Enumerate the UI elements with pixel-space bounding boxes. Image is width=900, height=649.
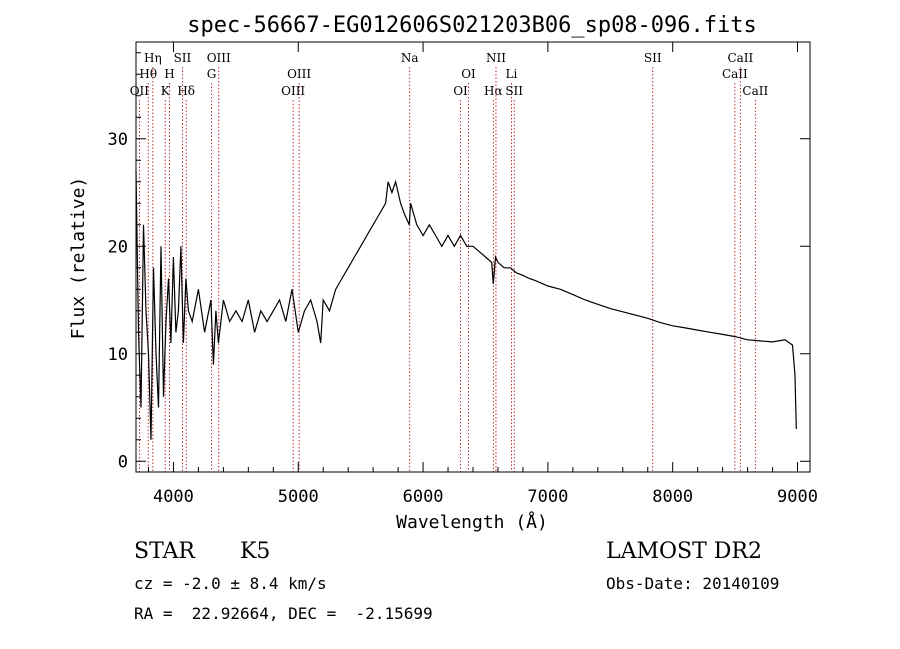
line-label: CaII [742,84,768,98]
spectral-line-markers: OIIHθHηKHSIIHδGOIIIOIIIOIIINaOIOIHαNIILi… [130,51,768,472]
line-label: OIII [287,67,311,81]
x-tick-label: 6000 [403,487,444,507]
line-label: NII [486,51,506,65]
line-label: CaII [722,67,748,81]
redshift-cz: cz = -2.0 ± 8.4 km/s [134,574,327,593]
line-label: SII [505,84,523,98]
line-label: K [161,84,171,98]
chart-title: spec-56667-EG012606S021203B06_sp08-096.f… [187,13,757,38]
object-subclass: K5 [240,539,271,564]
line-label: G [207,67,217,81]
axes: 4000 5000 6000 7000 8000 9000 0 10 20 30 [108,42,818,507]
line-label: OI [461,67,476,81]
line-label: SII [174,51,192,65]
x-axis-label: Wavelength (Å) [396,511,548,533]
x-tick-label: 5000 [278,487,319,507]
y-tick-label: 10 [108,345,128,365]
y-tick-label: 0 [118,452,128,472]
line-label: OIII [207,51,231,65]
survey-name: LAMOST DR2 [606,539,762,564]
line-label: Hη [144,51,162,65]
y-tick-label: 30 [108,130,128,150]
line-label: OIII [281,84,305,98]
y-tick-label: 20 [108,237,128,257]
x-tick-label: 9000 [777,487,818,507]
y-axis-label: Flux (relative) [68,177,89,340]
line-label: Li [506,67,518,81]
line-label: Hα [484,84,503,98]
spectrum-series-line [135,170,797,440]
line-label: SII [644,51,662,65]
line-label: Na [401,51,419,65]
x-tick-label: 7000 [527,487,568,507]
observation-date: Obs-Date: 20140109 [606,574,780,593]
line-label: H [164,67,174,81]
object-class: STAR [134,539,195,564]
sky-coordinates: RA = 22.92664, DEC = -2.15699 [134,604,433,623]
plot-frame [135,41,811,473]
line-label: Hθ [139,67,157,81]
line-label: OI [453,84,468,98]
line-label: Hδ [177,84,195,98]
x-tick-label: 8000 [652,487,693,507]
line-label: CaII [727,51,753,65]
line-label: OII [130,84,150,98]
x-tick-label: 4000 [153,487,194,507]
